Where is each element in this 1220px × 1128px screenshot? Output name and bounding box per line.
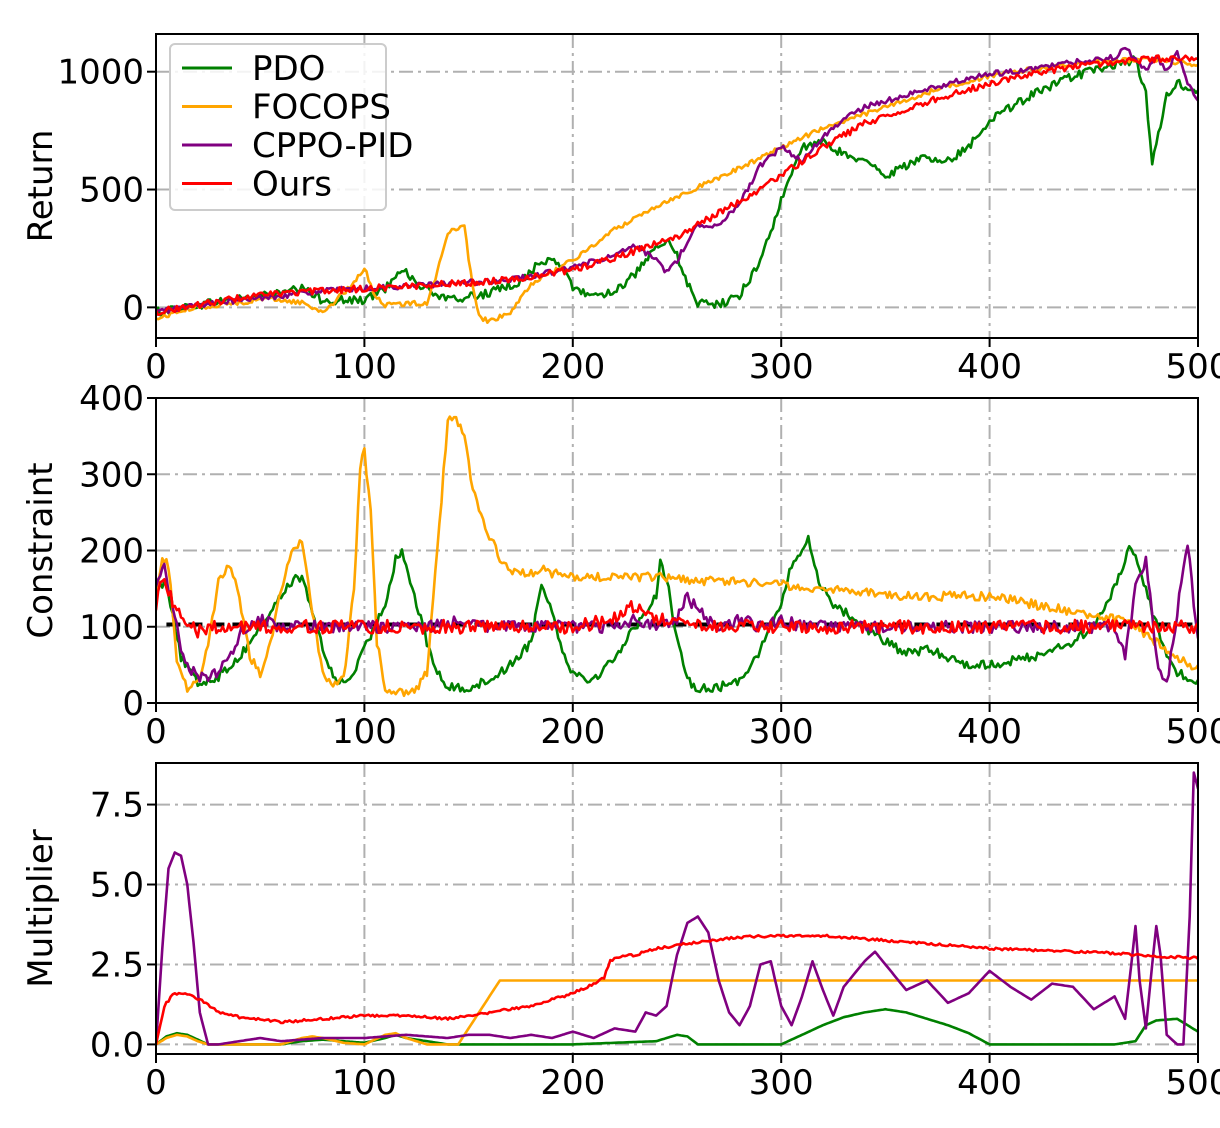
y-axis-label: Constraint xyxy=(21,462,61,638)
x-tick-label: 100 xyxy=(332,712,397,752)
constraint-panel: 0 100 200 300 400 500 0 100 200 300 400 Constraint xyxy=(21,379,1220,752)
series-line-ours xyxy=(156,54,1198,316)
legend-label: PDO xyxy=(252,49,325,89)
y-tick-label: 0 xyxy=(122,684,144,724)
y-tick-label: 7.5 xyxy=(90,786,144,826)
x-tick-label: 400 xyxy=(957,1063,1022,1103)
x-tick-label: 100 xyxy=(332,347,397,387)
y-axis-label: Multiplier xyxy=(21,829,61,988)
series-line-focops xyxy=(156,979,1198,1046)
x-tick-label: 300 xyxy=(749,712,814,752)
x-tick-label: 200 xyxy=(540,712,605,752)
x-tick-label: 400 xyxy=(957,712,1022,752)
x-tick-label: 400 xyxy=(957,347,1022,387)
series-line-pdo xyxy=(156,534,1198,694)
x-tick-label: 100 xyxy=(332,1063,397,1103)
y-tick-label: 1000 xyxy=(57,53,144,93)
x-tick-label: 200 xyxy=(540,1063,605,1103)
y-tick-label: 5.0 xyxy=(90,866,144,906)
series-line-cppo-pid xyxy=(156,46,1198,314)
series-line-focops xyxy=(156,415,1198,698)
multiplier-panel: 0 100 200 300 400 500 0.0 2.5 5.0 7.5 Multiplier xyxy=(21,762,1220,1103)
x-tick-label: 300 xyxy=(749,347,814,387)
y-tick-label: 400 xyxy=(79,379,144,419)
x-tick-label: 500 xyxy=(1166,347,1220,387)
plot-frame xyxy=(155,33,1199,339)
series-line-ours xyxy=(156,578,1198,639)
x-tick-label: 500 xyxy=(1166,1063,1220,1103)
x-tick-label: 0 xyxy=(145,712,167,752)
x-tick-label: 300 xyxy=(749,1063,814,1103)
x-tick-label: 500 xyxy=(1166,712,1220,752)
series-line-pdo xyxy=(156,55,1198,317)
y-tick-label: 0.0 xyxy=(90,1025,144,1065)
y-tick-label: 0 xyxy=(122,288,144,328)
series-line-ours xyxy=(156,933,1198,1046)
y-tick-label: 300 xyxy=(79,455,144,495)
series-line-cppo-pid xyxy=(156,771,1198,1046)
x-tick-label: 0 xyxy=(145,1063,167,1103)
y-axis-label: Return xyxy=(21,130,61,243)
y-tick-label: 200 xyxy=(79,532,144,572)
plot-frame xyxy=(155,762,1199,1055)
y-tick-label: 2.5 xyxy=(90,945,144,985)
y-tick-label: 100 xyxy=(79,608,144,648)
legend-label: CPPO-PID xyxy=(252,126,413,166)
y-tick-label: 500 xyxy=(79,171,144,211)
legend-label: Ours xyxy=(252,165,332,205)
legend-box xyxy=(169,43,387,211)
return-panel: 0 100 200 300 400 500 0 500 1000 Return xyxy=(21,33,1220,387)
x-tick-label: 0 xyxy=(145,347,167,387)
x-tick-label: 200 xyxy=(540,347,605,387)
legend-label: FOCOPS xyxy=(252,88,391,128)
